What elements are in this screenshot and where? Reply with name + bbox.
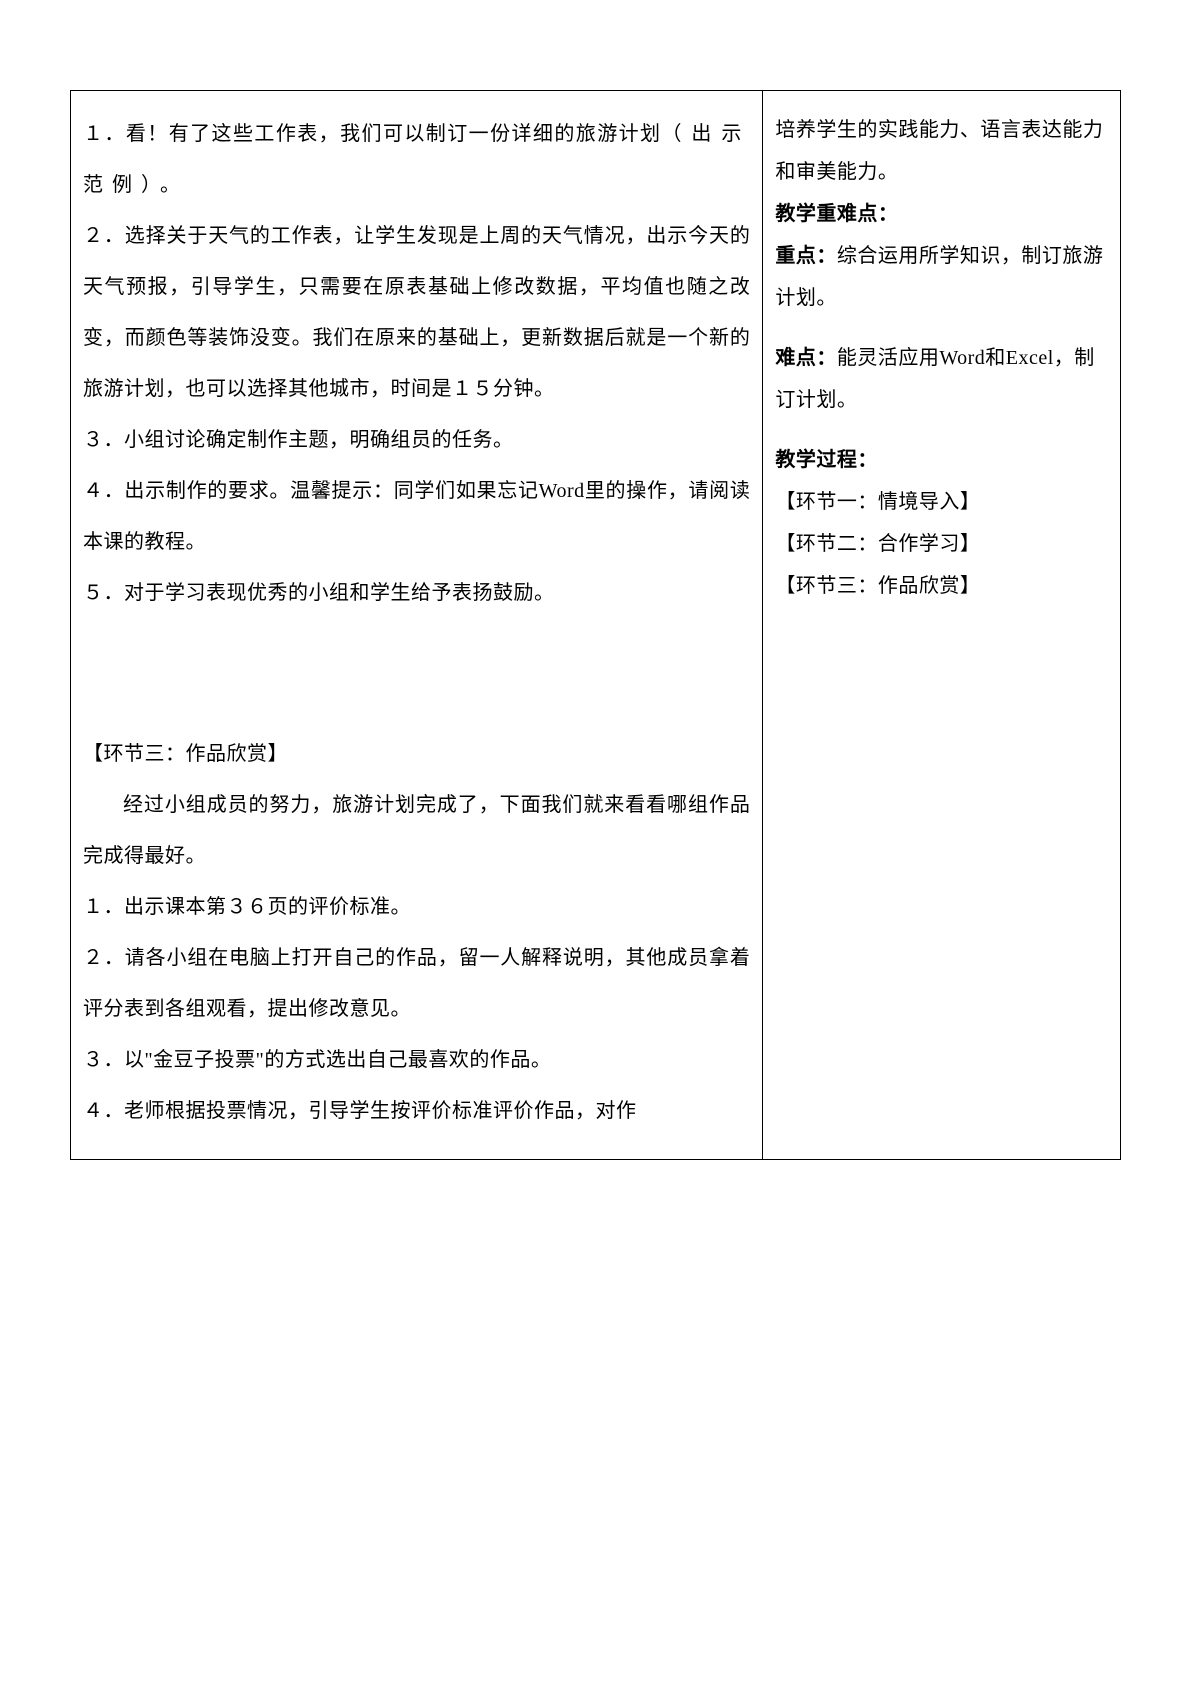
left-p7: １．出示课本第３６页的评价标准。 [83,882,750,933]
left-column: １．看！有了这些工作表，我们可以制订一份详细的旅游计划（出示范例）。 ２．选择关… [71,91,763,1159]
left-p5: ５．对于学习表现优秀的小组和学生给予表扬鼓励。 [83,568,750,619]
right-heading-1: 教学重难点： [775,193,1108,235]
right-r6: 【环节三：作品欣赏】 [775,565,1108,607]
right-r3: 难点：能灵活应用Word和Excel，制订计划。 [775,337,1108,421]
gap-2 [775,421,1108,439]
left-p8: ２．请各小组在电脑上打开自己的作品，留一人解释说明，其他成员拿着评分表到各组观看… [83,933,750,1035]
right-r2: 重点：综合运用所学知识，制订旅游计划。 [775,235,1108,319]
left-p2: ２．选择关于天气的工作表，让学生发现是上周的天气情况，出示今天的天气预报，引导学… [83,211,750,415]
left-p3: ３．小组讨论确定制作主题，明确组员的任务。 [83,415,750,466]
section-gap [83,619,750,729]
right-r4: 【环节一：情境导入】 [775,481,1108,523]
right-heading-2: 教学过程： [775,439,1108,481]
left-p1: １．看！有了这些工作表，我们可以制订一份详细的旅游计划（出示范例）。 [83,109,750,211]
right-r2-label: 重点： [775,245,837,267]
gap-1 [775,319,1108,337]
lesson-plan-table: １．看！有了这些工作表，我们可以制订一份详细的旅游计划（出示范例）。 ２．选择关… [70,90,1121,1160]
left-p9: ３．以"金豆子投票"的方式选出自己最喜欢的作品。 [83,1035,750,1086]
right-r3-label: 难点： [775,347,837,369]
left-heading-3: 【环节三：作品欣赏】 [83,729,750,780]
right-column: 培养学生的实践能力、语言表达能力和审美能力。 教学重难点： 重点：综合运用所学知… [763,91,1120,1159]
left-p6: 经过小组成员的努力，旅游计划完成了，下面我们就来看看哪组作品完成得最好。 [83,780,750,882]
right-r1: 培养学生的实践能力、语言表达能力和审美能力。 [775,109,1108,193]
left-p1-text-a: １．看！有了这些工作表，我们可以制订一份详细的旅游计划 [83,123,661,145]
left-p4: ４．出示制作的要求。温馨提示：同学们如果忘记Word里的操作，请阅读本课的教程。 [83,466,750,568]
left-p10: ４．老师根据投票情况，引导学生按评价标准评价作品，对作 [83,1086,750,1137]
right-r5: 【环节二：合作学习】 [775,523,1108,565]
